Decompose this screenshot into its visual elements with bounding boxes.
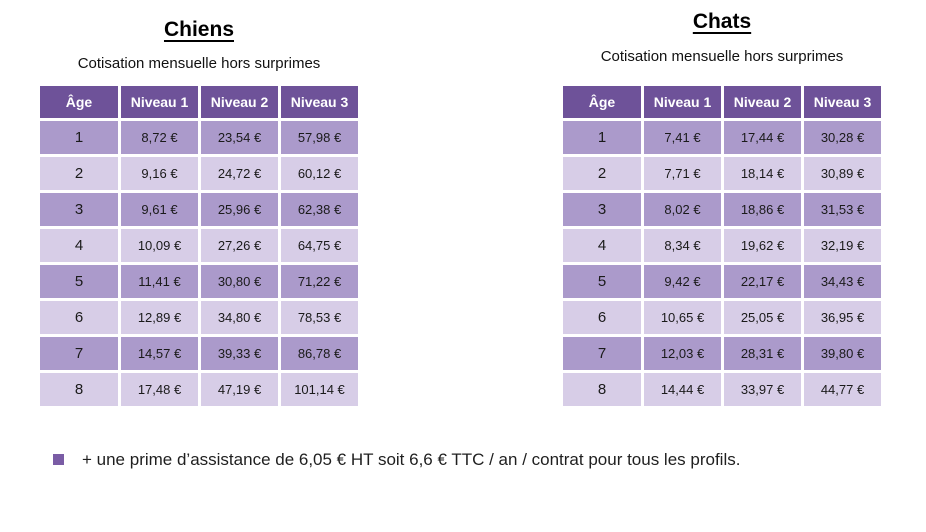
price-cell: 30,28 € [804,121,881,154]
dogs-table-subtitle: Cotisation mensuelle hors surprimes [77,55,321,72]
footer-note: + une prime d’assistance de 6,05 € HT so… [53,447,814,472]
price-cell: 64,75 € [281,229,358,262]
price-cell: 39,33 € [201,337,278,370]
price-cell: 31,53 € [804,193,881,226]
age-cell: 8 [40,373,118,406]
price-cell: 47,19 € [201,373,278,406]
price-cell: 86,78 € [281,337,358,370]
age-cell: 1 [40,121,118,154]
price-cell: 8,72 € [121,121,198,154]
price-cell: 9,42 € [644,265,721,298]
price-cell: 18,14 € [724,157,801,190]
price-cell: 71,22 € [281,265,358,298]
age-cell: 2 [563,157,641,190]
age-cell: 4 [563,229,641,262]
price-cell: 78,53 € [281,301,358,334]
price-cell: 7,41 € [644,121,721,154]
price-cell: 22,17 € [724,265,801,298]
price-cell: 10,09 € [121,229,198,262]
price-cell: 39,80 € [804,337,881,370]
age-cell: 6 [40,301,118,334]
price-cell: 101,14 € [281,373,358,406]
dogs-pricing-table: Âge Niveau 1 Niveau 2 Niveau 3 1 8,72 €23,54 … [40,86,358,406]
price-cell: 57,98 € [281,121,358,154]
age-cell: 5 [563,265,641,298]
price-cell: 17,48 € [121,373,198,406]
price-cell: 27,26 € [201,229,278,262]
column-header: Niveau 2 [724,86,801,118]
footer-note-text: + une prime d’assistance de 6,05 € HT so… [82,450,741,469]
price-cell: 10,65 € [644,301,721,334]
age-cell: 1 [563,121,641,154]
column-header: Niveau 3 [281,86,358,118]
price-cell: 30,80 € [201,265,278,298]
age-cell: 3 [563,193,641,226]
price-cell: 30,89 € [804,157,881,190]
price-cell: 60,12 € [281,157,358,190]
price-cell: 14,44 € [644,373,721,406]
price-cell: 12,03 € [644,337,721,370]
price-cell: 34,80 € [201,301,278,334]
price-cell: 7,71 € [644,157,721,190]
bullet-square-icon [53,454,64,465]
age-cell: 7 [40,337,118,370]
age-cell: 4 [40,229,118,262]
column-header: Âge [40,86,118,118]
price-cell: 28,31 € [724,337,801,370]
price-cell: 11,41 € [121,265,198,298]
price-cell: 33,97 € [724,373,801,406]
column-header: Niveau 3 [804,86,881,118]
price-cell: 9,61 € [121,193,198,226]
column-header: Niveau 1 [121,86,198,118]
price-cell: 9,16 € [121,157,198,190]
age-cell: 5 [40,265,118,298]
cats-table-subtitle: Cotisation mensuelle hors surprimes [600,48,844,65]
cats-table-title: Chats [692,10,752,33]
age-cell: 7 [563,337,641,370]
price-cell: 44,77 € [804,373,881,406]
price-cell: 34,43 € [804,265,881,298]
price-cell: 36,95 € [804,301,881,334]
price-cell: 14,57 € [121,337,198,370]
price-cell: 23,54 € [201,121,278,154]
price-cell: 62,38 € [281,193,358,226]
price-cell: 12,89 € [121,301,198,334]
column-header: Âge [563,86,641,118]
price-cell: 25,05 € [724,301,801,334]
price-cell: 25,96 € [201,193,278,226]
price-cell: 8,34 € [644,229,721,262]
dogs-table-title: Chiens [163,18,234,41]
price-cell: 19,62 € [724,229,801,262]
column-header: Niveau 1 [644,86,721,118]
price-cell: 8,02 € [644,193,721,226]
cats-pricing-table: Âge Niveau 1 Niveau 2 Niveau 3 1 7,41 €17,44 … [563,86,881,406]
age-cell: 6 [563,301,641,334]
age-cell: 3 [40,193,118,226]
price-cell: 18,86 € [724,193,801,226]
age-cell: 8 [563,373,641,406]
age-cell: 2 [40,157,118,190]
price-cell: 17,44 € [724,121,801,154]
price-cell: 32,19 € [804,229,881,262]
price-cell: 24,72 € [201,157,278,190]
column-header: Niveau 2 [201,86,278,118]
